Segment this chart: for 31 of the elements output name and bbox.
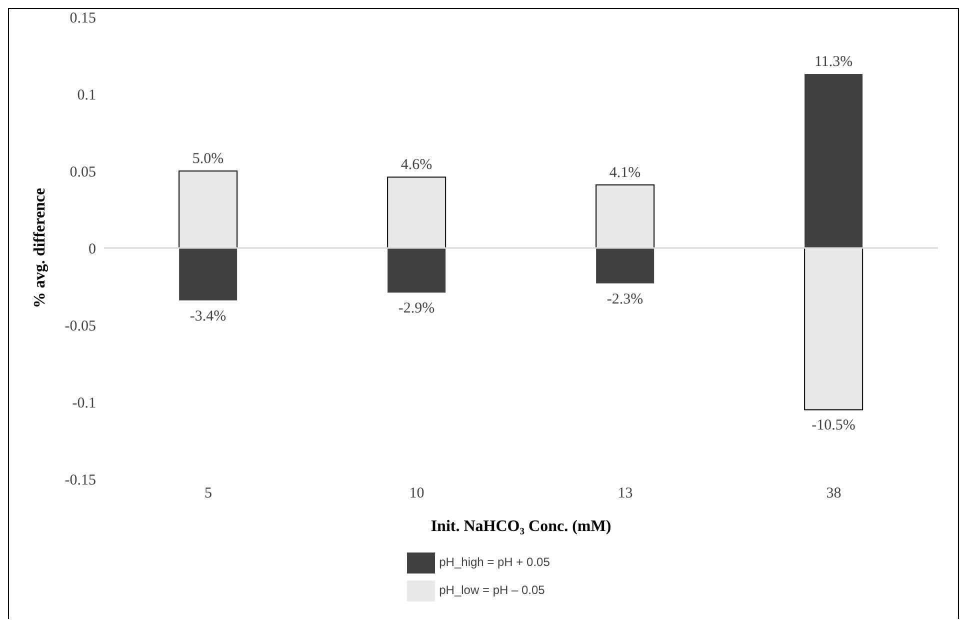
data-label: 11.3% (814, 54, 853, 70)
x-axis-title: Init. NaHCO₃ Conc. (mM) (430, 518, 612, 535)
legend-label: pH_low = pH – 0.05 (439, 583, 545, 598)
bar (178, 170, 238, 248)
data-label: -2.3% (606, 291, 644, 308)
bar (179, 248, 238, 300)
data-label: 5.0% (192, 151, 224, 167)
x-tick-label: 10 (409, 486, 424, 502)
bar (596, 184, 655, 248)
data-label: -10.5% (812, 418, 856, 434)
y-tick-label: 0.05 (70, 164, 96, 180)
bar (387, 176, 446, 248)
y-tick-label: -0.05 (64, 318, 96, 334)
x-tick-label: 13 (618, 486, 633, 502)
x-tick-label: 5 (204, 486, 212, 502)
y-axis-title: % avg. difference (32, 188, 49, 308)
data-label: 4.1% (609, 164, 641, 181)
y-tick-label: 0.1 (77, 87, 96, 104)
y-tick-label: 0 (88, 241, 96, 258)
data-label: -3.4% (190, 308, 226, 324)
y-tick-label: -0.1 (72, 395, 96, 412)
y-tick-label: 0.15 (70, 10, 96, 26)
bar (804, 248, 864, 410)
data-label: -2.9% (398, 300, 435, 317)
x-tick-label: 38 (826, 486, 842, 502)
y-tick-label: -0.15 (64, 472, 96, 488)
bar (388, 248, 446, 293)
bar (804, 74, 863, 248)
bar (596, 248, 654, 284)
data-label: 4.6% (400, 157, 432, 174)
legend-label: pH_high = pH + 0.05 (439, 555, 550, 570)
